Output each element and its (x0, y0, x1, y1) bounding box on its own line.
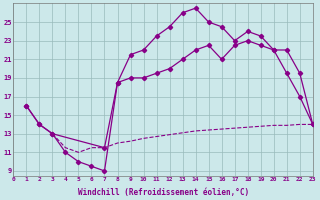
X-axis label: Windchill (Refroidissement éolien,°C): Windchill (Refroidissement éolien,°C) (77, 188, 249, 197)
